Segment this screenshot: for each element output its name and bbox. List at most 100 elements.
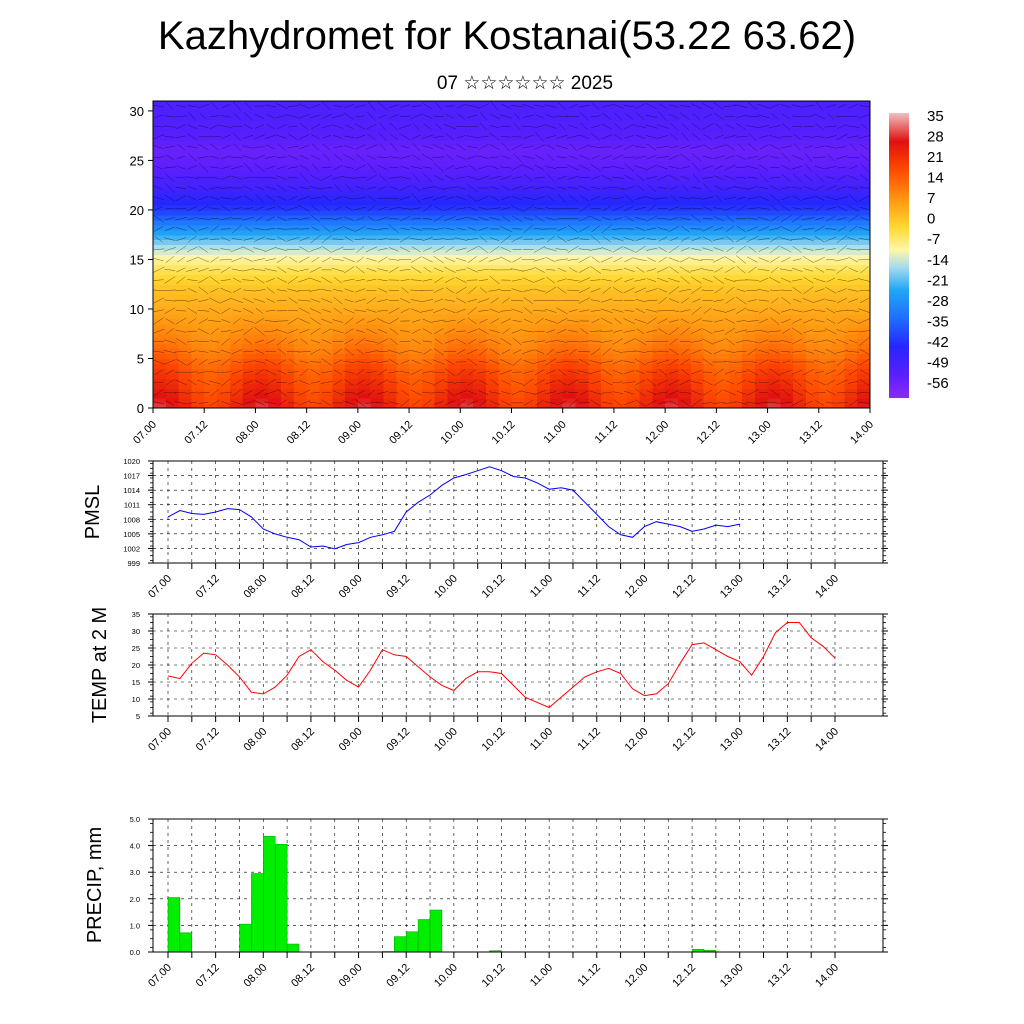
heatmap-cell [421,160,436,166]
heatmap-cell [524,393,538,399]
heatmap-cell [268,383,282,389]
heatmap-cell [639,308,653,315]
heatmap-cell [153,140,167,147]
heatmap-cell [716,150,730,157]
heatmap-cell [588,229,602,236]
heatmap-cell [857,274,870,280]
heatmap-cell [191,299,205,305]
heatmap-cell [345,313,359,320]
wind-vector [680,368,690,376]
wind-vector [410,238,423,241]
heatmap-cell [345,328,359,335]
heatmap-cell [447,160,461,166]
heatmap-cell [498,373,513,379]
heatmap-cell [601,313,615,320]
heatmap-cell [421,328,436,335]
heatmap-cell [460,180,474,186]
heatmap-cell [153,343,167,350]
heatmap-cell [665,259,679,265]
heatmap-cell [703,150,717,157]
wind-vector [299,122,309,131]
heatmap-cell [268,229,282,236]
heatmap-cell [613,279,628,285]
heatmap-cell [165,358,180,365]
heatmap-cell [498,294,513,300]
heatmap-cell [229,110,244,117]
heatmap-cell [268,140,282,147]
heatmap-cell [421,115,436,122]
heatmap-cell [665,373,679,379]
heatmap-cell [332,239,346,246]
heatmap-cell [217,190,231,196]
heatmap-cell [549,338,564,345]
wind-vector [578,287,591,294]
heatmap-cell [703,160,717,166]
heatmap-cell [498,299,513,305]
heatmap-cell [434,393,449,399]
heatmap-cell [460,388,474,394]
heatmap-cell [447,130,461,137]
wind-vector [153,266,165,273]
heatmap-cell [409,145,423,152]
heatmap-cell [498,279,513,285]
wind-vector [480,112,487,121]
heatmap-cell [421,110,436,117]
wind-vector [198,144,209,151]
heatmap-cell [165,195,180,201]
wind-vector [701,289,714,291]
wind-vector [646,329,657,333]
wind-vector [489,132,501,141]
wind-vector [701,165,714,170]
heatmap-cell [729,358,743,365]
wind-vector [354,197,366,200]
wind-vector [602,347,612,356]
heatmap-cell [805,175,820,181]
wind-vector [412,184,421,192]
heatmap-cell [575,190,589,196]
heatmap-cell [306,259,321,265]
wind-vector [456,268,467,271]
wind-vector [367,162,376,173]
wind-vector [264,246,277,253]
heatmap-cell [690,333,705,340]
wind-vector [186,279,198,282]
heatmap-cell [793,294,807,300]
wind-vector [322,205,331,212]
heatmap-cell [434,224,449,231]
heatmap-cell [511,249,525,256]
heatmap-cell [498,383,513,389]
heatmap-cell [831,348,845,355]
heatmap-cell [511,135,525,142]
heatmap-cell [242,269,257,275]
heatmap-cell [613,373,628,379]
heatmap-cell [345,180,359,186]
heatmap-cell [447,209,461,216]
heatmap-cell [524,219,538,226]
heatmap-cell [229,383,244,389]
heatmap-cell [268,403,282,408]
heatmap-cell [677,125,692,132]
heatmap-cell [434,165,449,171]
wind-vector [465,104,479,108]
heatmap-cell [729,209,743,216]
heatmap-cell [639,274,653,280]
wind-vector [590,215,601,222]
heatmap-cell [473,165,487,171]
heatmap-cell [421,219,436,226]
heatmap-cell [805,140,820,147]
heatmap-cell [601,140,615,147]
heatmap-cell [447,239,461,246]
wind-vector [410,350,423,354]
heatmap-cell [409,190,423,196]
heatmap-cell [818,229,833,236]
wind-vector [354,177,367,179]
heatmap-cell [524,214,538,221]
heatmap-cell [319,353,333,360]
wind-vector [656,146,670,148]
heatmap-cell [153,195,167,201]
heatmap-cell [857,170,870,176]
heatmap-cell [485,155,500,162]
heatmap-cell [383,348,397,355]
wind-vector [500,310,512,312]
wind-vector [421,370,433,374]
